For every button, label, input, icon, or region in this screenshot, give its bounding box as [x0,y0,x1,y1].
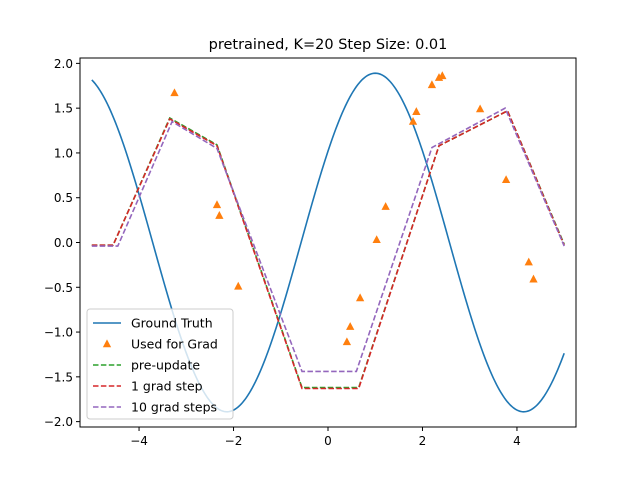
legend-label-used-for-grad: Used for Grad [131,337,218,352]
data-point-marker [412,107,421,115]
legend-label-ground-truth: Ground Truth [131,316,213,331]
y-tick-label: 1.5 [54,102,73,116]
y-tick-label: −1.0 [44,326,73,340]
data-point-marker [170,88,179,97]
data-point-marker [234,281,243,290]
data-point-marker [501,175,511,184]
data-point-marker [438,71,447,80]
x-tick-label: −2 [225,434,243,448]
y-tick-label: −1.5 [44,370,73,384]
data-point-marker [355,293,365,302]
series-line-1-grad-step [91,109,565,390]
series-group [91,71,565,413]
legend-label-pre-update: pre-update [131,358,200,373]
y-tick-label: 0.0 [54,236,73,250]
data-point-marker [427,80,437,89]
y-tick-label: 0.5 [54,191,73,205]
x-tick-label: 4 [513,434,521,448]
data-point-marker [408,116,418,125]
x-tick-label: 0 [324,434,332,448]
plot-area [91,71,565,413]
y-tick-label: 1.0 [54,146,73,160]
chart-title: pretrained, K=20 Step Size: 0.01 [209,37,448,53]
legend-marker-used-for-grad [102,339,112,348]
legend-label-10-grad-steps: 10 grad steps [131,400,217,415]
x-tick-label: −4 [130,434,148,448]
data-point-marker [342,337,352,346]
data-point-marker [215,211,224,219]
y-tick-label: 2.0 [54,57,73,71]
x-tick-label: 2 [419,434,427,448]
axes: −4 −2 0 2 4 −2.0 −1.5 −1.0 −0.5 0.0 0.5 1.0 1.5 2.0 [44,57,577,448]
series-line-10-grad-steps [91,107,565,373]
data-point-marker [346,322,355,330]
legend-label-1-grad-step: 1 grad step [131,379,203,394]
series-markers-used-for-grad [170,71,538,346]
y-tick-label: −0.5 [44,281,73,295]
data-point-marker [524,257,533,266]
data-point-marker [381,202,390,210]
data-point-marker [372,235,381,244]
data-point-marker [475,104,485,113]
legend: Ground Truth Used for Grad pre-update 1 gra… [86,308,234,420]
series-line-ground-truth [91,72,565,413]
legend-box [86,308,234,420]
y-tick-label: −2.0 [44,415,73,429]
data-point-marker [529,274,538,283]
data-point-marker [212,200,222,209]
